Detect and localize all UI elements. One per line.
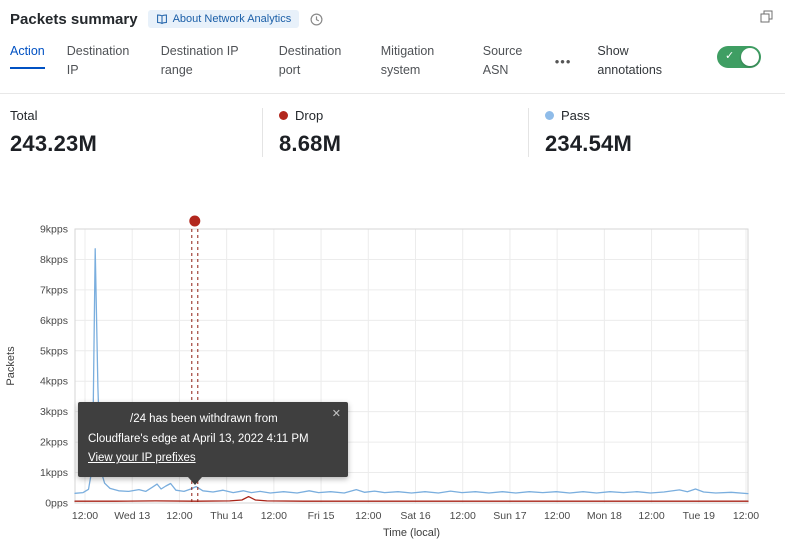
svg-text:Sun 17: Sun 17	[493, 510, 526, 522]
svg-text:12:00: 12:00	[72, 510, 98, 522]
stat-drop-value: 8.68M	[279, 130, 342, 156]
svg-text:Time (local): Time (local)	[383, 527, 440, 539]
tooltip-line2: Cloudflare's edge at April 13, 2022 4:11…	[88, 432, 309, 445]
svg-text:6kpps: 6kpps	[40, 315, 68, 327]
about-network-analytics-badge[interactable]: About Network Analytics	[147, 10, 300, 28]
svg-text:2kpps: 2kpps	[40, 437, 68, 449]
svg-text:Tue 19: Tue 19	[683, 510, 715, 522]
svg-text:3kpps: 3kpps	[40, 406, 68, 418]
tab-destination-ip[interactable]: Destination IP	[66, 44, 130, 78]
stats-row: Total 243.23M Drop 8.68M Pass 234.54M	[0, 94, 785, 171]
stat-total-label: Total	[10, 107, 38, 123]
badge-label: About Network Analytics	[172, 13, 292, 25]
svg-text:8kpps: 8kpps	[40, 254, 68, 266]
svg-text:Packets: Packets	[5, 346, 17, 386]
drop-dot	[279, 110, 288, 120]
packets-chart-area: 9kpps 8kpps 7kpps 6kpps 5kpps 4kpps 3kpps 2kpps…	[0, 210, 785, 555]
tab-source-asn[interactable]: Source ASN	[482, 44, 523, 78]
svg-text:12:00: 12:00	[166, 510, 192, 522]
annotations-toggle[interactable]: ✓	[717, 46, 761, 68]
svg-text:Sat 16: Sat 16	[400, 510, 431, 522]
svg-text:12:00: 12:00	[450, 510, 476, 522]
tab-mitigation-system[interactable]: Mitigation system	[380, 44, 435, 78]
svg-text:12:00: 12:00	[544, 510, 570, 522]
tab-destination-port[interactable]: Destination port	[278, 44, 342, 78]
svg-text:Thu 14: Thu 14	[210, 510, 243, 522]
book-icon	[156, 13, 168, 25]
history-icon[interactable]	[309, 12, 324, 27]
svg-text:7kpps: 7kpps	[40, 284, 68, 296]
svg-text:5kpps: 5kpps	[40, 345, 68, 357]
svg-text:12:00: 12:00	[638, 510, 664, 522]
stat-pass: Pass 234.54M	[528, 107, 642, 157]
stat-drop: Drop 8.68M	[262, 107, 528, 157]
tab-destination-ip-range[interactable]: Destination IP range	[160, 44, 239, 78]
svg-text:12:00: 12:00	[733, 510, 759, 522]
svg-text:4kpps: 4kpps	[40, 376, 68, 388]
svg-text:12:00: 12:00	[261, 510, 287, 522]
toggle-knob	[741, 48, 759, 66]
svg-text:Fri 15: Fri 15	[308, 510, 335, 522]
tab-action[interactable]: Action	[10, 42, 45, 70]
svg-text:12:00: 12:00	[355, 510, 381, 522]
tooltip-line1: /24 has been withdrawn from	[130, 413, 278, 425]
stat-pass-value: 234.54M	[545, 130, 633, 156]
page-title: Packets summary	[10, 10, 138, 28]
ip-prefixes-link[interactable]: View your IP prefixes	[88, 452, 196, 465]
packets-chart: 9kpps 8kpps 7kpps 6kpps 5kpps 4kpps 3kpps 2kpps…	[5, 215, 759, 539]
stat-drop-label: Drop	[295, 107, 324, 123]
pass-dot	[545, 110, 554, 120]
annotation-tooltip: ✕ /24 has been withdrawn from Cloudflare…	[78, 402, 348, 485]
svg-text:1kpps: 1kpps	[40, 467, 68, 479]
stat-total: Total 243.23M	[10, 108, 262, 157]
dimension-tabs: Action Destination IP Destination IP ran…	[0, 36, 785, 94]
svg-text:Wed 13: Wed 13	[114, 510, 150, 522]
tooltip-close-button[interactable]: ✕	[331, 408, 341, 420]
check-icon: ✓	[725, 50, 735, 62]
svg-text:Mon 18: Mon 18	[587, 510, 622, 522]
header: Packets summary About Network Analytics	[0, 0, 785, 32]
expand-icon[interactable]	[760, 10, 773, 28]
svg-text:0pps: 0pps	[45, 498, 68, 510]
svg-text:9kpps: 9kpps	[40, 224, 68, 236]
more-tabs-button[interactable]: •••	[554, 54, 572, 69]
stat-pass-label: Pass	[561, 107, 590, 123]
stat-total-value: 243.23M	[10, 130, 98, 156]
show-annotations-label: Show annotations	[597, 44, 663, 78]
